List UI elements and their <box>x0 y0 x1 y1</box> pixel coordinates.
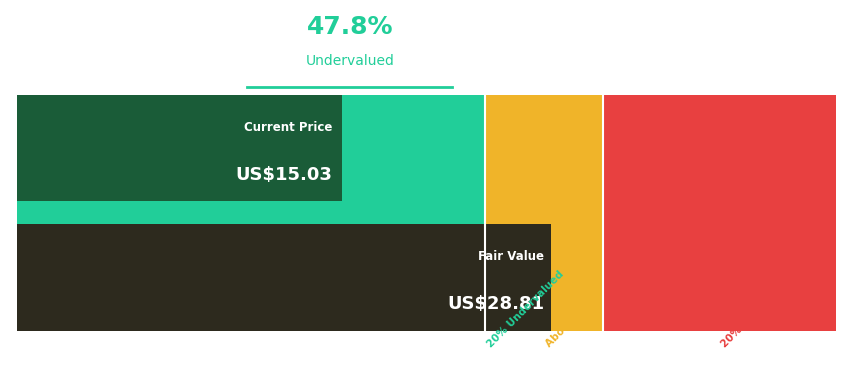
Bar <box>485 95 602 331</box>
Text: Fair Value: Fair Value <box>478 250 544 263</box>
Bar <box>602 95 835 331</box>
Text: US$28.81: US$28.81 <box>446 295 544 313</box>
Text: 47.8%: 47.8% <box>306 14 393 39</box>
Bar <box>17 95 342 201</box>
Bar <box>17 95 485 331</box>
Text: 20% Undervalued: 20% Undervalued <box>485 269 565 349</box>
Text: Current Price: Current Price <box>244 121 331 134</box>
Text: About Right: About Right <box>544 292 600 349</box>
Text: 20% Overvalued: 20% Overvalued <box>718 274 793 349</box>
Text: US$15.03: US$15.03 <box>235 166 331 184</box>
Bar <box>17 224 550 331</box>
Text: Undervalued: Undervalued <box>305 54 394 68</box>
